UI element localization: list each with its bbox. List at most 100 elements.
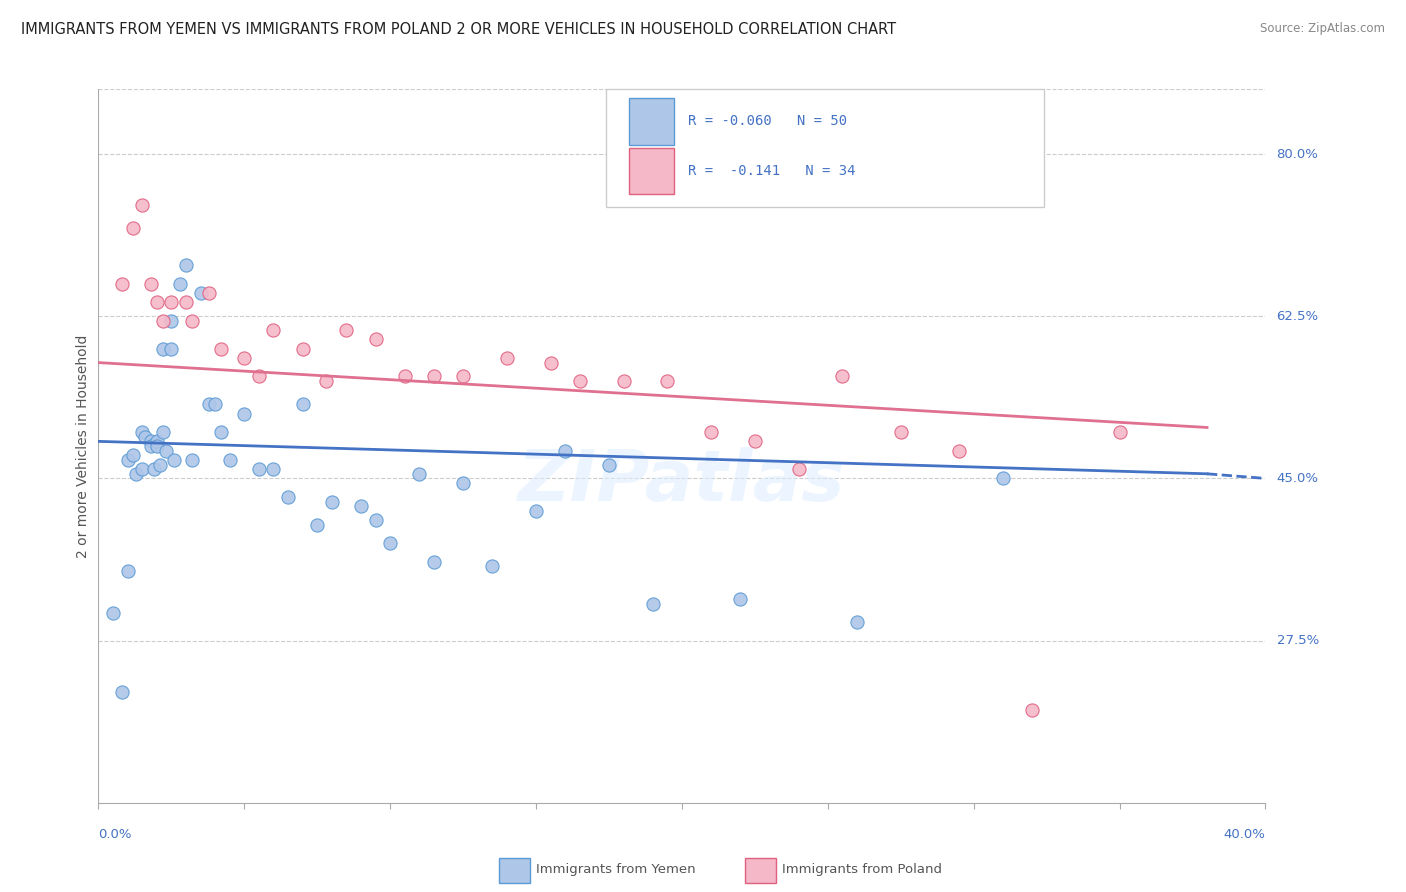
Point [174, 258, 197, 272]
Text: Source: ZipAtlas.com: Source: ZipAtlas.com [1260, 22, 1385, 36]
Text: 62.5%: 62.5% [1277, 310, 1319, 323]
Point [451, 369, 474, 384]
Bar [630, 98, 673, 145]
Point [657, 374, 679, 388]
Point [111, 277, 134, 291]
Point [394, 369, 416, 384]
Text: R = -0.060   N = 50: R = -0.060 N = 50 [688, 114, 846, 128]
Point [122, 221, 145, 235]
Text: 40.0%: 40.0% [1223, 828, 1265, 841]
Point [218, 453, 240, 467]
Point [291, 342, 314, 356]
Point [568, 374, 591, 388]
Point [307, 517, 329, 532]
Point [180, 314, 202, 328]
Text: 45.0%: 45.0% [1277, 472, 1319, 485]
Point [149, 458, 172, 472]
Point [190, 286, 212, 301]
Point [146, 295, 169, 310]
Point [180, 453, 202, 467]
Point [423, 369, 446, 384]
Point [730, 591, 752, 606]
Point [209, 425, 232, 439]
Point [111, 684, 134, 698]
Point [198, 286, 221, 301]
Point [125, 467, 148, 481]
Text: 27.5%: 27.5% [1277, 634, 1319, 647]
Point [598, 458, 620, 472]
Point [139, 434, 162, 449]
Point [524, 504, 547, 518]
Point [277, 490, 299, 504]
Point [152, 425, 174, 439]
Point [152, 342, 174, 356]
Point [233, 351, 256, 365]
Point [641, 597, 664, 611]
Point [846, 615, 869, 629]
FancyBboxPatch shape [606, 89, 1043, 207]
Point [991, 471, 1014, 485]
Point [321, 494, 343, 508]
Point [1108, 425, 1130, 439]
Point [315, 374, 337, 388]
Point [160, 342, 183, 356]
Bar [630, 148, 673, 194]
Point [139, 439, 162, 453]
Point [131, 462, 153, 476]
Point [540, 355, 562, 369]
Point [233, 407, 256, 421]
Point [262, 462, 284, 476]
Point [481, 559, 503, 574]
Point [380, 536, 402, 550]
Point [612, 374, 634, 388]
Text: R =  -0.141   N = 34: R = -0.141 N = 34 [688, 164, 855, 178]
Point [146, 439, 169, 453]
Point [247, 369, 270, 384]
Point [131, 198, 153, 212]
Point [131, 425, 153, 439]
Text: 0.0%: 0.0% [98, 828, 132, 841]
Point [204, 397, 226, 411]
Point [134, 430, 156, 444]
Point [139, 277, 162, 291]
Point [117, 564, 139, 578]
Point [408, 467, 430, 481]
Point [101, 606, 124, 620]
Point [160, 295, 183, 310]
Point [247, 462, 270, 476]
Point [163, 453, 186, 467]
Text: Immigrants from Yemen: Immigrants from Yemen [536, 863, 696, 876]
Point [364, 513, 387, 527]
Text: IMMIGRANTS FROM YEMEN VS IMMIGRANTS FROM POLAND 2 OR MORE VEHICLES IN HOUSEHOLD : IMMIGRANTS FROM YEMEN VS IMMIGRANTS FROM… [21, 22, 896, 37]
Point [146, 434, 169, 449]
Point [423, 555, 446, 569]
Point [831, 369, 853, 384]
Point [262, 323, 284, 337]
Point [496, 351, 519, 365]
Text: 80.0%: 80.0% [1277, 147, 1319, 161]
Point [890, 425, 912, 439]
Point [744, 434, 766, 449]
Point [174, 295, 197, 310]
Y-axis label: 2 or more Vehicles in Household: 2 or more Vehicles in Household [76, 334, 90, 558]
Point [122, 448, 145, 462]
Point [451, 476, 474, 491]
Point [142, 462, 165, 476]
Text: Immigrants from Poland: Immigrants from Poland [782, 863, 942, 876]
Point [335, 323, 357, 337]
Point [787, 462, 810, 476]
Point [291, 397, 314, 411]
Point [948, 443, 970, 458]
Point [152, 314, 174, 328]
Point [1021, 703, 1043, 717]
Point [169, 277, 191, 291]
Point [117, 453, 139, 467]
Point [554, 443, 576, 458]
Point [160, 314, 183, 328]
Point [198, 397, 221, 411]
Point [155, 443, 177, 458]
Point [364, 333, 387, 347]
Point [700, 425, 723, 439]
Text: ZIPatlas: ZIPatlas [519, 447, 845, 516]
Point [209, 342, 232, 356]
